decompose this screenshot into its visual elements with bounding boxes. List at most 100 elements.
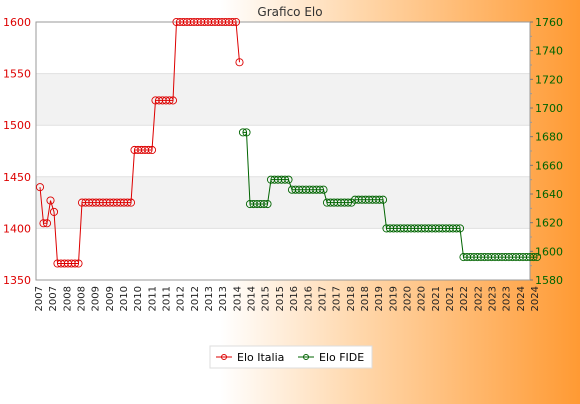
data-point-elo-italia xyxy=(126,198,136,207)
x-tick-label: 2024 xyxy=(530,286,541,311)
x-tick-label: 2015 xyxy=(261,286,272,311)
data-point-elo-fide xyxy=(284,175,293,184)
right-tick-label: 1620 xyxy=(535,217,563,230)
left-tick-label: 1550 xyxy=(3,68,31,81)
x-tick-label: 2009 xyxy=(91,286,102,311)
left-tick-label: 1450 xyxy=(3,171,31,184)
data-point-elo-italia xyxy=(165,96,174,105)
x-axis-tick-labels: 2007 2007 2008 2008 2009 2009 2010 2010 2011 2011… xyxy=(34,286,541,311)
data-point-elo-fide xyxy=(280,175,290,184)
plot-bands xyxy=(36,73,530,229)
data-point-elo-italia xyxy=(144,145,153,155)
x-tick-label: 2008 xyxy=(62,286,73,311)
x-tick-label: 2013 xyxy=(218,286,229,311)
x-tick-label: 2011 xyxy=(147,286,158,311)
data-point-elo-italia xyxy=(235,58,244,67)
data-point-elo-fide xyxy=(315,185,325,194)
data-point-elo-fide xyxy=(263,199,272,209)
data-point-elo-fide xyxy=(343,198,353,207)
left-tick-label: 1600 xyxy=(3,16,31,29)
x-tick-label: 2023 xyxy=(502,286,513,311)
x-tick-label: 2020 xyxy=(417,286,428,311)
data-point-elo-italia xyxy=(231,17,241,27)
chart-title: Grafico Elo xyxy=(257,5,322,19)
left-tick-label: 1400 xyxy=(3,222,31,235)
x-tick-label: 2007 xyxy=(48,286,59,311)
x-tick-label: 2022 xyxy=(459,286,470,311)
x-tick-label: 2022 xyxy=(473,286,484,311)
x-tick-label: 2016 xyxy=(303,286,314,311)
data-point-elo-italia xyxy=(35,183,45,192)
data-point-elo-italia xyxy=(42,219,52,228)
x-tick-label: 2015 xyxy=(275,286,286,311)
right-tick-label: 1740 xyxy=(535,45,563,58)
x-tick-label: 2011 xyxy=(162,286,173,311)
series-line-elo-italia xyxy=(39,21,240,264)
right-tick-label: 1580 xyxy=(535,274,563,287)
data-point-elo-fide xyxy=(242,128,251,137)
x-tick-label: 2008 xyxy=(77,286,88,311)
x-tick-label: 2019 xyxy=(388,286,399,311)
legend-marker-elo-italia xyxy=(221,354,227,360)
data-point-elo-fide xyxy=(375,195,384,204)
legend-label-elo-fide: Elo FIDE xyxy=(319,351,364,364)
legend-label-elo-italia: Elo Italia xyxy=(237,351,284,364)
data-point-elo-fide xyxy=(378,195,388,204)
data-point-elo-italia xyxy=(39,219,48,228)
data-point-elo-fide xyxy=(532,253,542,262)
data-point-elo-fide xyxy=(259,199,269,209)
x-tick-label: 2018 xyxy=(360,286,371,311)
x-tick-label: 2023 xyxy=(487,286,498,311)
data-point-elo-italia xyxy=(123,198,132,207)
x-tick-label: 2024 xyxy=(516,286,527,311)
x-tick-label: 2012 xyxy=(190,286,201,311)
x-tick-label: 2007 xyxy=(34,286,45,311)
data-point-elo-italia xyxy=(147,145,157,155)
x-tick-label: 2019 xyxy=(374,286,385,311)
right-tick-label: 1720 xyxy=(535,73,563,86)
legend-marker-elo-fide xyxy=(303,354,309,360)
x-tick-label: 2021 xyxy=(431,286,442,311)
data-point-elo-fide xyxy=(319,185,328,194)
plot-band xyxy=(36,73,530,126)
x-tick-label: 2014 xyxy=(232,286,243,311)
data-point-elo-fide xyxy=(238,128,248,137)
x-tick-label: 2020 xyxy=(402,286,413,311)
x-tick-label: 2018 xyxy=(346,286,357,311)
legend-items: Elo Italia Elo FIDE xyxy=(216,351,364,364)
left-axis-ticks: 1350 1400 1450 1500 1550 1600 xyxy=(3,16,31,287)
legend: Elo Italia Elo FIDE xyxy=(209,345,373,369)
data-series xyxy=(35,17,542,268)
x-tick-label: 2017 xyxy=(332,286,343,311)
x-tick-label: 2013 xyxy=(204,286,215,311)
x-tick-label: 2010 xyxy=(119,286,130,311)
right-tick-label: 1700 xyxy=(535,102,563,115)
data-point-elo-fide xyxy=(529,253,538,262)
right-tick-label: 1680 xyxy=(535,131,563,144)
data-point-elo-italia xyxy=(49,207,59,216)
right-tick-label: 1660 xyxy=(535,159,563,172)
right-tick-label: 1640 xyxy=(535,188,563,201)
plot-background xyxy=(36,22,530,280)
x-tick-label: 2009 xyxy=(105,286,116,311)
right-axis-ticks: 1580 1600 1620 1640 1660 1680 1700 1720 1740 1760 xyxy=(530,16,563,287)
left-tick-label: 1350 xyxy=(3,274,31,287)
x-tick-label: 2010 xyxy=(133,286,144,311)
data-point-elo-italia xyxy=(168,96,178,105)
x-tick-label: 2012 xyxy=(176,286,187,311)
left-tick-label: 1500 xyxy=(3,119,31,132)
data-point-elo-italia xyxy=(74,259,83,268)
legend-box xyxy=(209,345,373,369)
data-point-elo-fide xyxy=(455,224,465,233)
data-point-elo-italia xyxy=(70,259,80,268)
right-tick-label: 1600 xyxy=(535,245,563,258)
data-point-elo-fide xyxy=(452,224,461,233)
right-tick-label: 1760 xyxy=(535,16,563,29)
x-tick-label: 2014 xyxy=(247,286,258,311)
data-point-elo-italia xyxy=(228,17,237,27)
x-tick-label: 2017 xyxy=(317,286,328,311)
x-tick-label: 2021 xyxy=(445,286,456,311)
x-tick-label: 2016 xyxy=(289,286,300,311)
